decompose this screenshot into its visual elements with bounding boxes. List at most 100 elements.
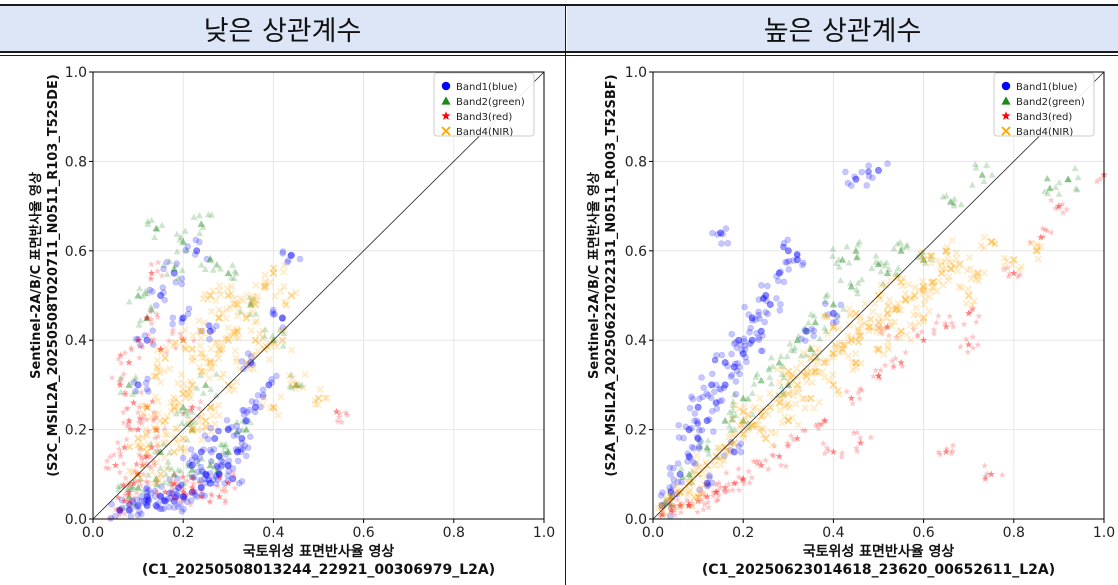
data-point-jitter — [725, 433, 733, 441]
data-point-jitter — [762, 456, 770, 464]
data-point-jitter — [784, 439, 791, 447]
data-point-jitter — [167, 494, 174, 502]
data-point-jitter — [133, 489, 141, 496]
data-point-jitter — [167, 407, 175, 415]
data-point-jitter — [154, 365, 162, 373]
data-point-jitter — [232, 378, 241, 386]
data-point-jitter — [131, 501, 138, 508]
data-point-jitter — [780, 390, 788, 397]
data-point-jitter — [148, 306, 156, 314]
data-point-jitter — [677, 499, 685, 507]
data-point — [667, 506, 675, 514]
y-tick-label: 0.6 — [65, 244, 87, 260]
data-point — [161, 354, 169, 362]
data-point-jitter — [749, 317, 756, 324]
data-point-jitter — [659, 511, 667, 519]
data-point-jitter — [878, 329, 886, 337]
data-point-jitter — [269, 306, 277, 314]
data-point-jitter — [737, 341, 744, 349]
data-point-jitter — [266, 404, 275, 412]
data-point-jitter — [259, 393, 267, 401]
data-point-jitter — [741, 303, 748, 311]
data-point-jitter — [190, 488, 198, 495]
data-point-jitter — [227, 289, 236, 298]
data-point-jitter — [204, 211, 212, 218]
data-point-jitter — [116, 378, 124, 385]
data-point-jitter — [735, 405, 744, 413]
data-point-jitter — [666, 484, 673, 491]
data-point-jitter — [187, 446, 195, 453]
data-point-jitter — [916, 250, 924, 257]
data-point-jitter — [124, 479, 133, 487]
data-point-jitter — [889, 363, 897, 371]
data-point-jitter — [890, 245, 898, 252]
data-point-jitter — [181, 492, 189, 499]
data-point — [215, 452, 223, 460]
data-point-jitter — [193, 457, 201, 465]
data-point-jitter — [753, 460, 761, 468]
data-point-jitter — [858, 276, 866, 283]
data-point-jitter — [196, 477, 203, 484]
data-point-jitter — [136, 414, 144, 421]
data-point-jitter — [195, 326, 204, 334]
data-point-jitter — [142, 452, 150, 460]
data-point-jitter — [232, 269, 240, 277]
data-point-jitter — [669, 508, 676, 516]
legend-triangle-icon — [1001, 96, 1011, 105]
data-point-jitter — [106, 514, 114, 522]
data-point-jitter — [1000, 262, 1008, 270]
data-point-jitter — [941, 319, 949, 327]
data-point-jitter — [727, 373, 735, 381]
data-point-jitter — [696, 436, 704, 444]
data-point-jitter — [702, 480, 710, 487]
data-point-jitter — [674, 478, 682, 486]
data-point-jitter — [740, 335, 748, 342]
data-point-jitter — [186, 462, 194, 469]
data-point-jitter — [879, 280, 887, 287]
data-point-jitter — [180, 379, 188, 388]
data-point — [703, 479, 711, 487]
data-point-jitter — [276, 326, 284, 333]
data-point-jitter — [846, 310, 855, 318]
data-point-jitter — [876, 329, 884, 337]
data-point-jitter — [777, 352, 785, 360]
data-point-jitter — [238, 478, 246, 485]
data-point-jitter — [877, 259, 885, 266]
data-point-jitter — [972, 164, 980, 171]
data-point-jitter — [728, 416, 736, 423]
data-point-jitter — [234, 457, 242, 465]
data-point-jitter — [194, 468, 201, 476]
data-point-jitter — [747, 339, 754, 347]
data-point-jitter — [825, 376, 834, 385]
data-point-jitter — [845, 305, 853, 313]
data-point-jitter — [175, 402, 183, 410]
data-point — [829, 448, 838, 456]
data-point-jitter — [779, 243, 787, 251]
data-point-jitter — [700, 384, 708, 392]
data-point-jitter — [169, 320, 176, 328]
data-point-jitter — [231, 328, 239, 336]
data-point-jitter — [884, 160, 891, 167]
y-tick-label: 1.0 — [65, 65, 87, 81]
data-point-jitter — [960, 320, 968, 328]
data-point — [793, 434, 801, 442]
data-point-jitter — [907, 295, 915, 303]
data-point-jitter — [656, 512, 664, 520]
data-point — [179, 488, 187, 496]
data-point-jitter — [847, 279, 854, 286]
data-point-jitter — [221, 499, 229, 506]
data-point-jitter — [781, 413, 789, 421]
data-point-jitter — [745, 395, 753, 402]
data-point-jitter — [177, 445, 185, 453]
data-point-jitter — [920, 284, 928, 292]
data-point-jitter — [903, 243, 911, 250]
data-point-jitter — [776, 406, 784, 414]
data-point-jitter — [921, 259, 929, 266]
data-point-jitter — [136, 508, 143, 515]
data-point — [757, 376, 765, 384]
x-tick-label: 0.6 — [352, 525, 374, 541]
data-point-jitter — [980, 269, 988, 277]
data-point-jitter — [196, 342, 204, 350]
data-point-jitter — [785, 257, 793, 265]
data-point-jitter — [224, 472, 232, 479]
